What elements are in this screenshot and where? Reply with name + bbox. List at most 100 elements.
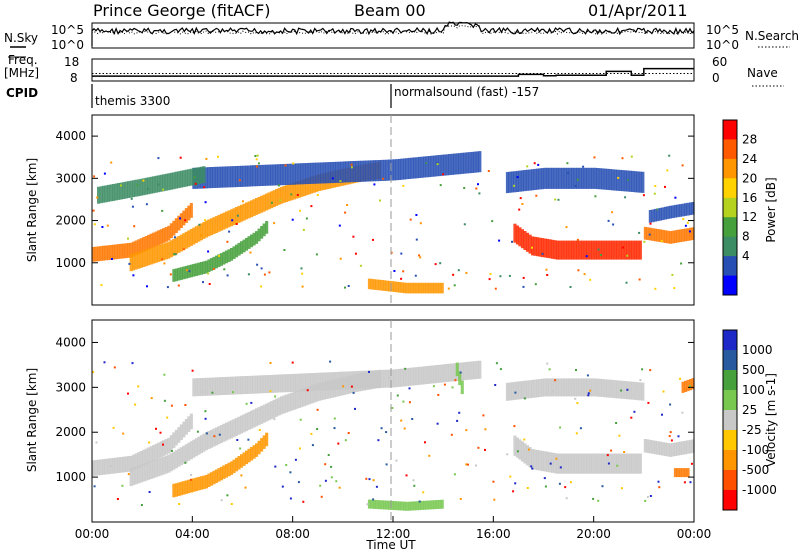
heatmap-speck: [310, 432, 313, 435]
heatmap-speck: [191, 369, 194, 372]
heatmap-speck: [220, 499, 223, 502]
heatmap-speck: [127, 237, 129, 240]
heatmap-cell: [378, 160, 382, 182]
heatmap-speck: [648, 233, 651, 236]
heatmap-cell: [633, 381, 637, 400]
heatmap-cell: [352, 161, 356, 183]
heatmap-cell: [623, 170, 627, 192]
heatmap-cell: [360, 370, 364, 389]
heatmap-speck: [372, 238, 374, 241]
heatmap-speck: [419, 256, 422, 259]
heatmap-speck: [535, 194, 538, 197]
heatmap-cell: [568, 453, 572, 474]
heatmap-cell: [663, 206, 667, 220]
heatmap-speck: [372, 479, 375, 482]
heatmap-cell: [375, 370, 379, 389]
heatmap-cell: [194, 226, 198, 244]
heatmap-cell: [209, 429, 213, 448]
heatmap-cell: [440, 282, 444, 294]
heatmap-cell: [578, 453, 582, 474]
heatmap-cell: [558, 167, 562, 189]
heatmap-speck: [134, 403, 137, 406]
heatmap-cell: [400, 158, 404, 180]
heatmap-speck: [388, 377, 390, 380]
heatmap-cell: [684, 468, 688, 478]
heatmap-speck: [204, 410, 207, 413]
heatmap-cell: [390, 281, 394, 292]
heatmap-cell: [285, 163, 289, 185]
heatmap-cell: [315, 372, 319, 391]
heatmap-cell: [468, 361, 472, 380]
heatmap-cell: [189, 168, 193, 186]
heatmap-speck: [400, 419, 403, 422]
heatmap-cell: [104, 185, 108, 203]
heatmap-cell: [172, 269, 176, 282]
heatmap-cell: [410, 501, 414, 511]
heatmap-cell: [440, 499, 444, 509]
heatmap-cell: [235, 417, 239, 436]
heatmap-cell: [460, 362, 464, 381]
heatmap-speck: [145, 203, 148, 206]
heatmap-cell: [372, 499, 376, 509]
heatmap-cell: [525, 380, 529, 399]
heatmap-cell: [174, 218, 178, 233]
heatmap-cell: [107, 245, 111, 261]
heatmap-cell: [628, 381, 632, 400]
heatmap-cell: [174, 268, 178, 282]
heatmap-speck: [541, 252, 544, 255]
heatmap-cell: [275, 398, 279, 417]
heatmap-cell: [425, 500, 429, 510]
heatmap-cell: [571, 453, 575, 474]
heatmap-cell: [260, 405, 264, 424]
heatmap-speck: [576, 178, 579, 181]
heatmap-speck: [258, 428, 261, 431]
heatmap-speck: [436, 422, 439, 425]
heatmap-speck: [284, 164, 287, 167]
heatmap-cell: [628, 240, 632, 260]
heatmap-speck: [205, 157, 208, 160]
heatmap-speck: [297, 481, 300, 484]
heatmap-cell: [184, 208, 188, 223]
heatmap-cell: [413, 367, 417, 386]
heatmap-cell: [505, 382, 509, 401]
heatmap-cell: [167, 173, 171, 191]
heatmap-cell: [247, 165, 251, 187]
heatmap-cell: [558, 378, 562, 397]
y-tick-label: 3000: [55, 380, 86, 394]
heatmap-speck: [432, 385, 435, 388]
heatmap-cell: [189, 229, 193, 246]
heatmap-speck: [302, 500, 305, 503]
heatmap-cell: [222, 212, 226, 230]
heatmap-cell: [658, 207, 662, 221]
heatmap-cell: [275, 374, 279, 393]
heatmap-speck: [226, 494, 229, 497]
heatmap-speck: [512, 490, 515, 493]
heatmap-cell: [520, 170, 524, 192]
heatmap-cell: [227, 462, 231, 477]
heatmap-cell: [573, 240, 577, 260]
heatmap-speck: [346, 204, 349, 206]
heatmap-cell: [257, 196, 261, 214]
heatmap-speck: [439, 184, 442, 187]
heatmap-cell: [591, 453, 595, 474]
heatmap-speck: [443, 383, 446, 386]
heatmap-cell: [132, 241, 136, 257]
heatmap-cell: [525, 445, 529, 466]
heatmap-speck: [110, 161, 113, 164]
heatmap-speck: [533, 162, 536, 165]
heatmap-cell: [548, 167, 552, 189]
nsky-series-line: [91, 21, 695, 46]
heatmap-speck: [391, 407, 394, 409]
heatmap-cell: [576, 240, 580, 260]
heatmap-cell: [144, 462, 148, 481]
heatmap-cell: [342, 371, 346, 390]
heatmap-cell: [282, 374, 286, 393]
x-tick-label: 00:00: [75, 527, 110, 541]
heatmap-speck: [567, 171, 570, 174]
heatmap-cell: [224, 464, 228, 478]
heatmap-cell: [561, 240, 565, 260]
nsearch-label: N.Search: [745, 29, 799, 43]
heatmap-cell: [551, 452, 555, 473]
heatmap-speck: [199, 234, 202, 237]
heatmap-cell: [252, 232, 256, 246]
